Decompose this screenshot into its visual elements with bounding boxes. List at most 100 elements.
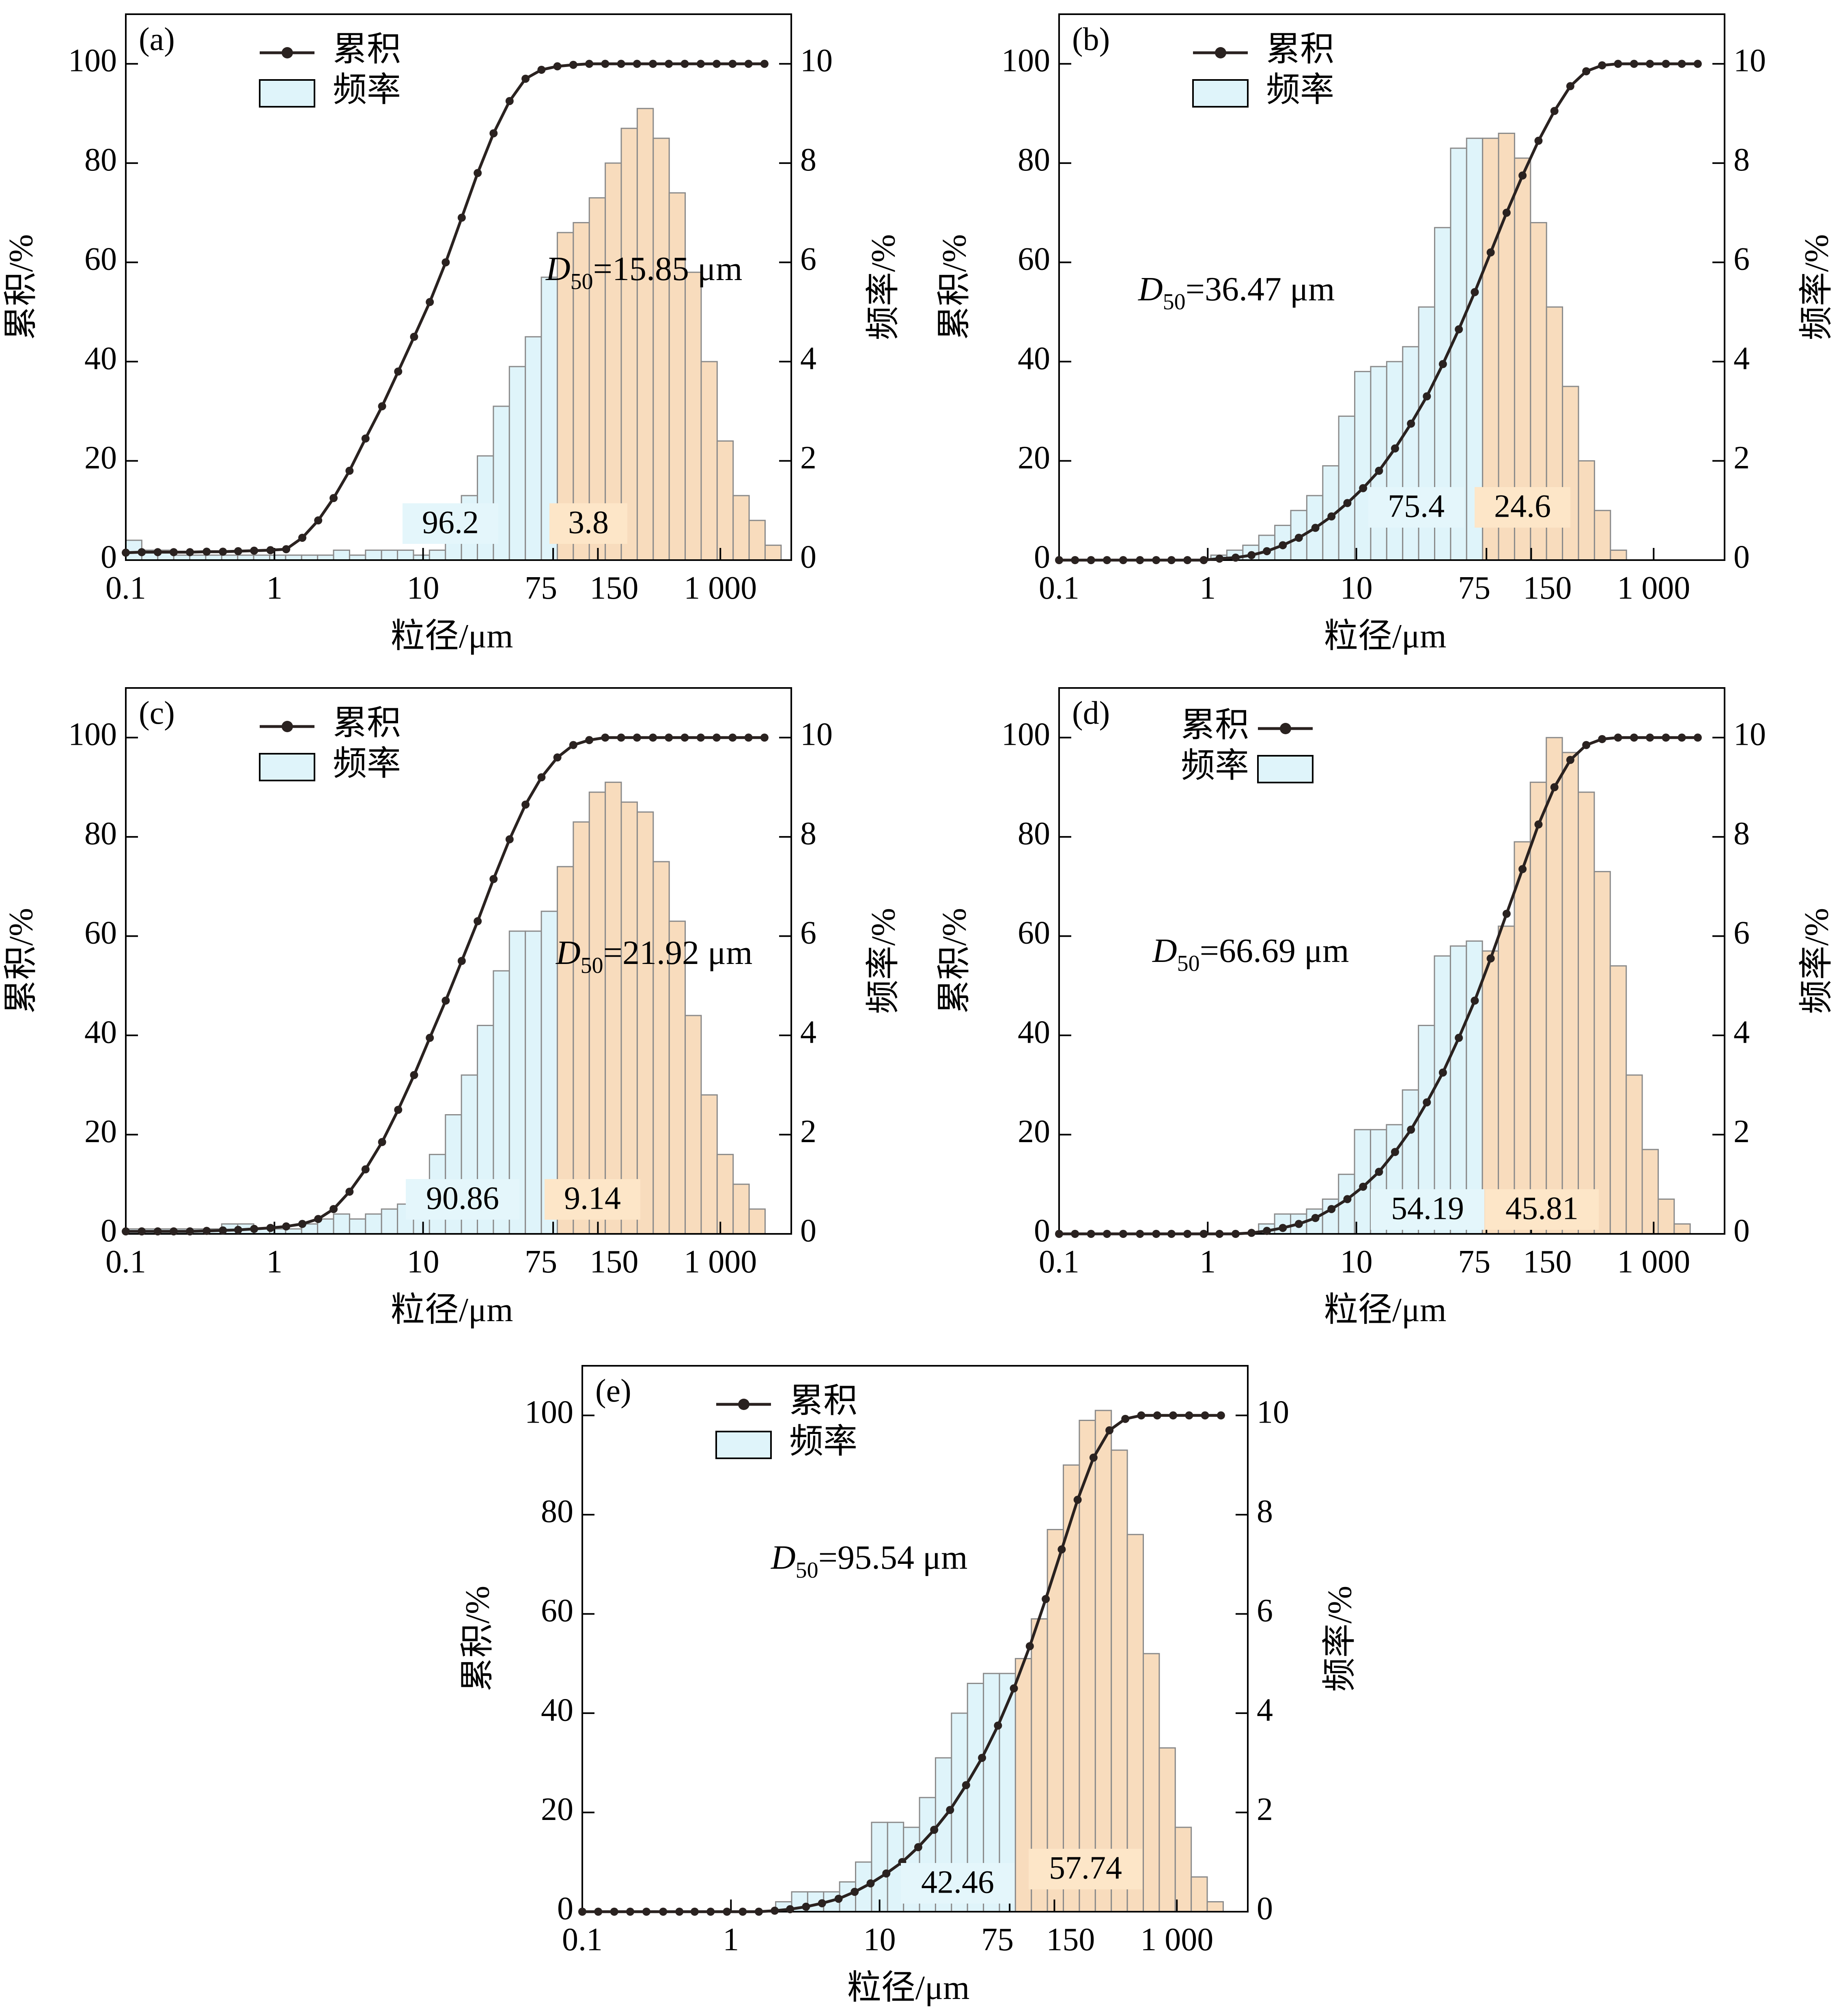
frequency-bar: [732, 495, 750, 561]
y-right-tick-label: 0: [1257, 1891, 1273, 1926]
x-tick-label: 1 000: [684, 570, 757, 606]
frequency-bar: [748, 1208, 766, 1235]
cumulative-point: [834, 1895, 843, 1903]
cumulative-point: [1582, 67, 1591, 75]
y-right-tick-label: 6: [1733, 241, 1750, 277]
cumulative-point: [1215, 1230, 1224, 1238]
cumulative-point: [1375, 1168, 1383, 1176]
cumulative-point: [553, 753, 562, 762]
cumulative-point: [1566, 82, 1574, 91]
cumulative-point: [930, 1826, 939, 1834]
y-right-axis-title: 频率/%: [864, 234, 902, 340]
y-left-tick-label: 100: [1001, 717, 1050, 752]
frequency-bar: [365, 1213, 382, 1235]
x-tick-label: 75: [525, 570, 557, 606]
frequency-bar: [636, 811, 654, 1235]
frequency-bar: [1206, 1901, 1224, 1913]
cumulative-point: [426, 298, 434, 306]
frequency-bar: [652, 138, 670, 561]
frequency-bar: [429, 550, 446, 561]
cumulative-point: [1247, 1229, 1256, 1237]
legend-marker: [738, 1399, 749, 1410]
cumulative-point: [962, 1781, 970, 1790]
frequency-bar: [333, 1213, 350, 1235]
frequency-bar: [1434, 955, 1451, 1235]
cumulative-point: [696, 60, 705, 68]
plot-frame: [1058, 687, 1725, 1235]
x-tick-label: 10: [1340, 1244, 1373, 1280]
y-left-tick-label: 60: [84, 241, 117, 277]
legend-swatch: [1192, 79, 1249, 108]
cumulative-point: [633, 733, 641, 742]
cumulative-point: [1677, 60, 1686, 68]
frequency-bar: [381, 1208, 398, 1235]
panel-label: (a): [139, 22, 175, 57]
cumulative-point: [1311, 1214, 1320, 1222]
legend-label-cumulative: 累积: [1181, 706, 1249, 744]
cumulative-point: [1167, 1230, 1176, 1238]
cumulative-point: [441, 996, 450, 1005]
frequency-bar: [573, 821, 590, 1235]
y-left-tick-label: 60: [84, 915, 117, 951]
x-tick-label: 0.1: [106, 570, 146, 606]
x-tick-label: 0.1: [1039, 1244, 1079, 1280]
cumulative-point: [378, 1138, 386, 1146]
coarse-percent-label: 24.6: [1494, 488, 1551, 524]
y-left-tick-label: 80: [1018, 816, 1050, 852]
cumulative-point: [1407, 419, 1415, 428]
cumulative-point: [1071, 1230, 1079, 1238]
cumulative-point: [1055, 556, 1063, 564]
fine-percent-label: 96.2: [422, 505, 479, 540]
cumulative-point: [298, 1220, 306, 1228]
d50-value: =15.85 μm: [593, 250, 743, 288]
legend-label-frequency: 频率: [1181, 747, 1249, 785]
cumulative-point: [1279, 541, 1287, 550]
cumulative-point: [1693, 60, 1702, 68]
d50-annotation: D50=15.85 μm: [545, 250, 742, 294]
x-tick-label: 0.1: [1039, 570, 1079, 606]
cumulative-point: [1438, 360, 1447, 369]
cumulative-point: [202, 1227, 211, 1235]
cumulative-point: [202, 548, 211, 556]
cumulative-point: [866, 1879, 875, 1888]
cumulative-point: [569, 741, 577, 749]
frequency-bar: [685, 1015, 702, 1235]
cumulative-point: [818, 1899, 826, 1908]
cumulative-point: [1566, 756, 1574, 764]
frequency-bar: [1111, 1449, 1128, 1913]
cumulative-point: [1455, 1034, 1463, 1042]
cumulative-point: [1311, 524, 1320, 532]
y-left-tick-label: 20: [1018, 1114, 1050, 1149]
coarse-percent-label: 3.8: [568, 505, 609, 540]
frequency-bar: [1514, 841, 1531, 1235]
y-right-tick-label: 2: [800, 440, 816, 476]
d50-symbol: D: [556, 934, 581, 972]
frequency-bar: [1594, 510, 1611, 561]
chart-panel-a: 0 20 40 60 80 100 0 2 4 6 8 10 0.1 1 10 75 150 1 000 粒径/μm…: [2, 13, 902, 655]
frequency-bar: [685, 272, 702, 561]
frequency-bar: [1322, 1198, 1339, 1235]
frequency-bar: [1609, 965, 1627, 1235]
y-left-tick-label: 80: [541, 1494, 573, 1529]
cumulative-point: [713, 60, 721, 68]
frequency-bar: [871, 1822, 888, 1913]
legend-label-frequency: 频率: [789, 1423, 857, 1460]
cumulative-point: [786, 1905, 795, 1913]
y-left-tick-label: 60: [1018, 915, 1050, 951]
d50-subscript: 50: [796, 1558, 818, 1583]
cumulative-point: [1646, 733, 1654, 742]
y-right-tick-label: 10: [800, 717, 833, 752]
cumulative-point: [617, 60, 625, 68]
cumulative-point: [1073, 1496, 1082, 1504]
cumulative-point: [1423, 1098, 1431, 1106]
frequency-bar: [748, 520, 766, 561]
fine-percent-label: 54.19: [1391, 1190, 1464, 1226]
y-right-tick-label: 4: [800, 1014, 816, 1050]
cumulative-point: [1199, 556, 1208, 564]
cumulative-point: [1071, 556, 1079, 564]
y-left-tick-label: 0: [1034, 1213, 1050, 1248]
frequency-bar: [668, 192, 686, 561]
coarse-percent-label: 45.81: [1505, 1190, 1578, 1226]
cumulative-point: [1646, 60, 1654, 68]
cumulative-point: [1169, 1411, 1178, 1420]
